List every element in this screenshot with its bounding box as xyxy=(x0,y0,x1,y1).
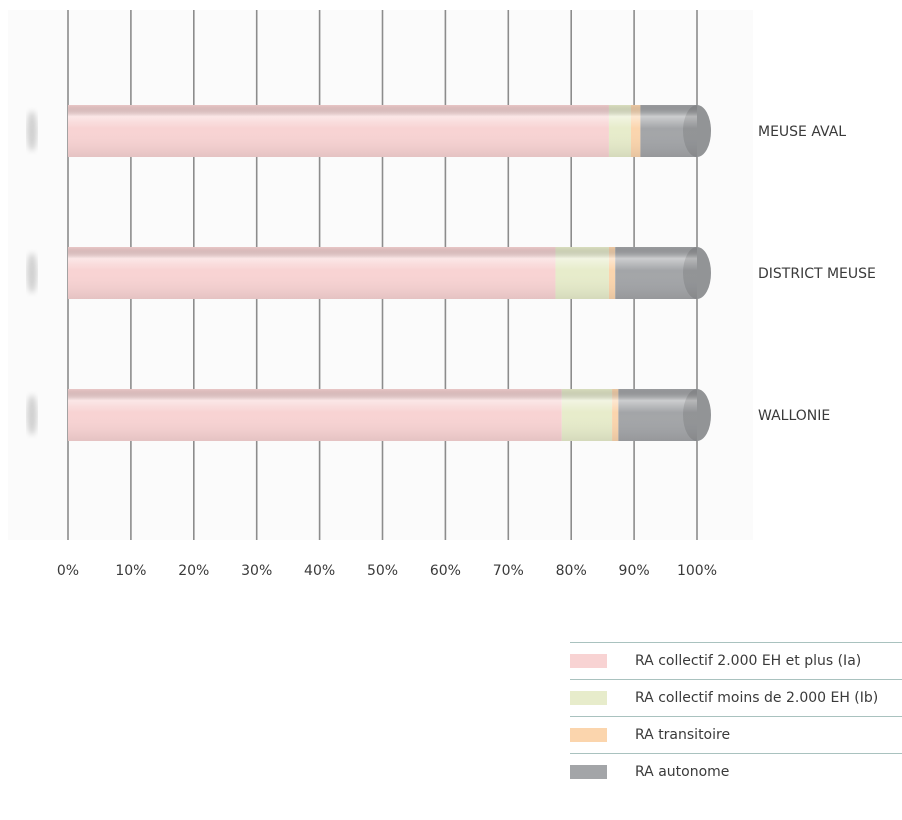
row-ghost-mark xyxy=(27,253,37,293)
x-tick-label: 20% xyxy=(178,563,209,579)
x-tick-label: 30% xyxy=(241,563,272,579)
bar-group xyxy=(68,247,711,299)
row-ghost-mark xyxy=(27,395,37,435)
x-tick-label: 50% xyxy=(367,563,398,579)
legend-swatch xyxy=(570,654,607,668)
legend: RA collectif 2.000 EH et plus (Ia) RA col… xyxy=(570,642,902,790)
legend-item: RA collectif moins de 2.000 EH (Ib) xyxy=(570,680,902,716)
legend-divider xyxy=(570,716,902,717)
legend-item: RA collectif 2.000 EH et plus (Ia) xyxy=(570,643,902,679)
category-label: WALLONIE xyxy=(758,408,830,424)
legend-swatch xyxy=(570,765,607,779)
x-tick-label: 90% xyxy=(619,563,650,579)
bar-shading xyxy=(68,105,697,157)
legend-divider xyxy=(570,753,902,754)
legend-item: RA transitoire xyxy=(570,717,902,753)
legend-swatch xyxy=(570,691,607,705)
bar-group xyxy=(68,389,711,441)
x-tick-label: 10% xyxy=(115,563,146,579)
row-ghost-mark xyxy=(27,111,37,151)
bar-end-cap-shade xyxy=(683,105,711,157)
legend-item: RA autonome xyxy=(570,754,902,790)
legend-label: RA transitoire xyxy=(635,727,731,743)
x-tick-label: 100% xyxy=(677,563,717,579)
x-tick-label: 60% xyxy=(430,563,461,579)
category-label: DISTRICT MEUSE xyxy=(758,266,876,282)
bar-shading xyxy=(68,389,697,441)
bar-end-cap-shade xyxy=(683,389,711,441)
bar-group xyxy=(68,105,711,157)
legend-swatch xyxy=(570,728,607,742)
x-tick-label: 40% xyxy=(304,563,335,579)
legend-label: RA collectif moins de 2.000 EH (Ib) xyxy=(635,690,879,706)
x-tick-label: 70% xyxy=(493,563,524,579)
bar-shading xyxy=(68,247,697,299)
legend-divider xyxy=(570,642,902,643)
bar-end-cap-shade xyxy=(683,247,711,299)
x-tick-label: 80% xyxy=(556,563,587,579)
legend-divider xyxy=(570,679,902,680)
legend-label: RA collectif 2.000 EH et plus (Ia) xyxy=(635,653,862,669)
legend-label: RA autonome xyxy=(635,764,730,780)
category-label: MEUSE AVAL xyxy=(758,124,846,140)
x-tick-label: 0% xyxy=(57,563,79,579)
